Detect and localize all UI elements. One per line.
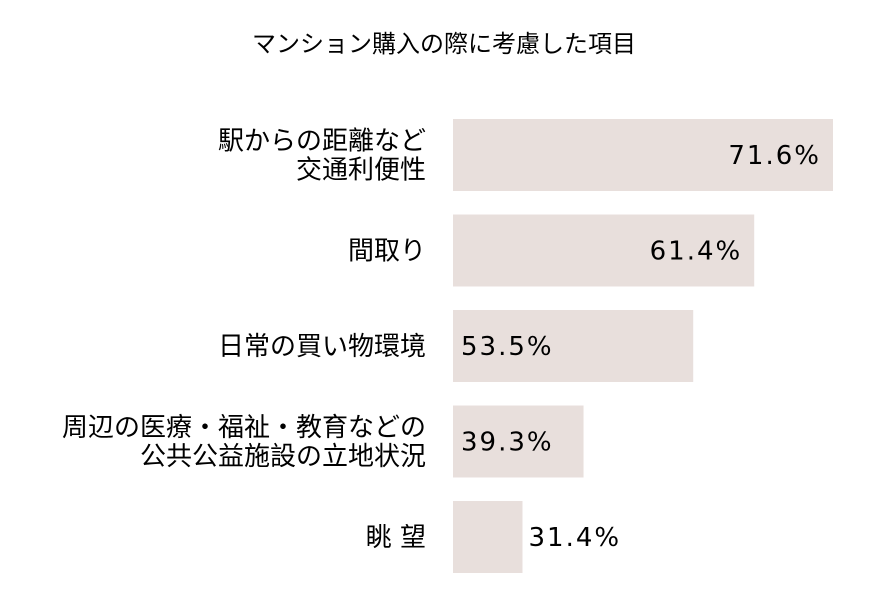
value-label: 61.4%: [650, 237, 743, 267]
category-label: 駅からの距離など: [218, 127, 426, 157]
bar: [453, 310, 694, 382]
category-label: 周辺の医療・福祉・教育などの: [62, 413, 426, 443]
category-label: 公共公益施設の立地状況: [140, 442, 426, 472]
category-label: 日常の買い物環境: [218, 332, 426, 362]
bar: [453, 119, 833, 191]
value-label: 31.4%: [529, 523, 622, 553]
value-label: 39.3%: [461, 428, 554, 458]
bar: [453, 214, 755, 287]
bar: [453, 501, 523, 573]
category-label: 間取り: [348, 237, 426, 267]
value-label: 71.6%: [728, 141, 821, 171]
bar: [453, 405, 584, 478]
category-label: 眺 望: [366, 523, 426, 553]
category-label: 交通利便性: [296, 156, 426, 186]
chart-title: マンション購入の際に考慮した項目: [252, 30, 636, 58]
value-label: 53.5%: [461, 332, 554, 362]
